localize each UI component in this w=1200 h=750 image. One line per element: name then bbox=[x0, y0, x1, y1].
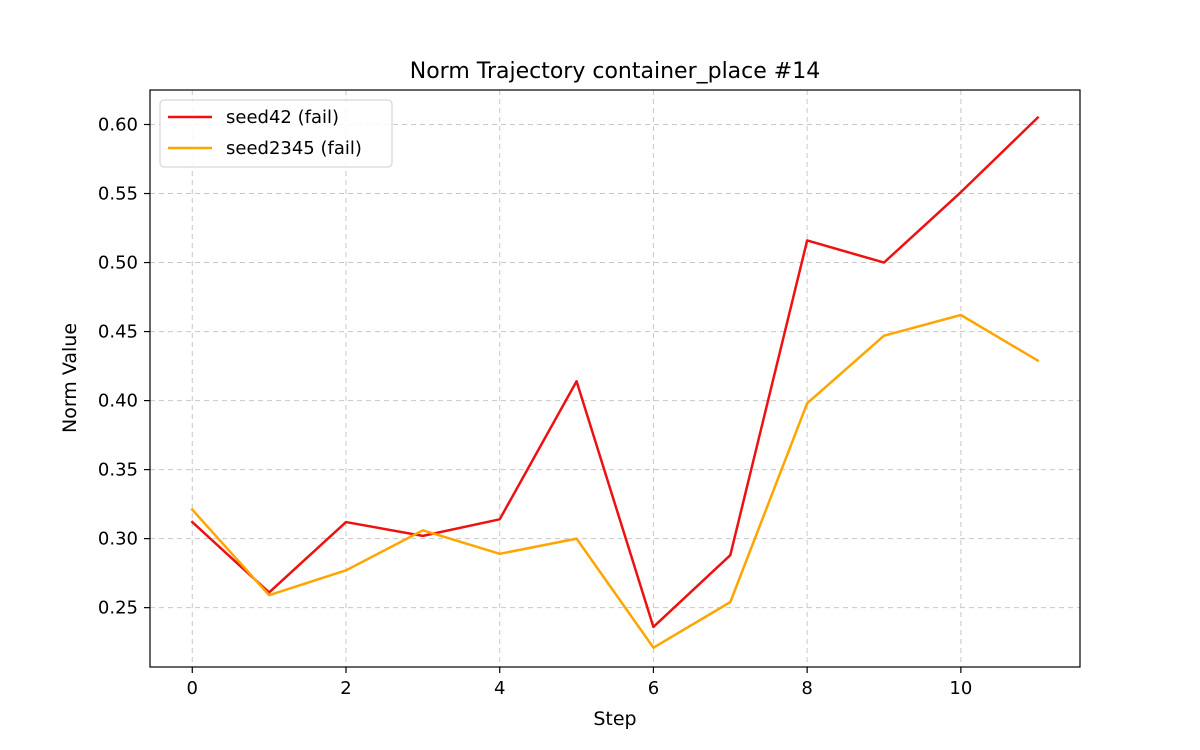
legend: seed42 (fail) seed2345 (fail) bbox=[159, 99, 393, 168]
legend-label-seed42: seed42 (fail) bbox=[226, 107, 339, 128]
y-tick-label: 0.35 bbox=[98, 460, 138, 481]
y-tick-label: 0.50 bbox=[98, 253, 138, 274]
y-tick-label: 0.45 bbox=[98, 322, 138, 343]
series-layer bbox=[190, 115, 1040, 649]
grid bbox=[150, 90, 1080, 667]
x-tick-label: 0 bbox=[187, 678, 198, 699]
legend-label-seed2345: seed2345 (fail) bbox=[226, 138, 362, 159]
y-axis-label: Norm Value bbox=[59, 323, 81, 433]
x-tick-label: 8 bbox=[801, 678, 812, 699]
series-line-1 bbox=[190, 313, 1040, 649]
x-tick-label: 6 bbox=[648, 678, 659, 699]
x-tick-label: 10 bbox=[949, 678, 972, 699]
y-tick-label: 0.40 bbox=[98, 391, 138, 412]
x-tick-label: 4 bbox=[494, 678, 505, 699]
series-line-0 bbox=[190, 115, 1040, 629]
legend-frame bbox=[159, 99, 393, 168]
x-axis: 0 2 4 6 8 10 bbox=[187, 667, 972, 699]
x-axis-label: Step bbox=[593, 708, 636, 730]
y-tick-label: 0.55 bbox=[98, 184, 138, 205]
x-tick-label: 2 bbox=[340, 678, 351, 699]
y-tick-label: 0.30 bbox=[98, 529, 138, 550]
plot-frame bbox=[149, 89, 1081, 668]
y-tick-label: 0.60 bbox=[98, 115, 138, 136]
chart-title: Norm Trajectory container_place #14 bbox=[410, 59, 820, 84]
y-tick-label: 0.25 bbox=[98, 598, 138, 619]
y-axis: 0.25 0.30 0.35 0.40 0.45 0.50 0.55 0.60 bbox=[98, 115, 150, 619]
